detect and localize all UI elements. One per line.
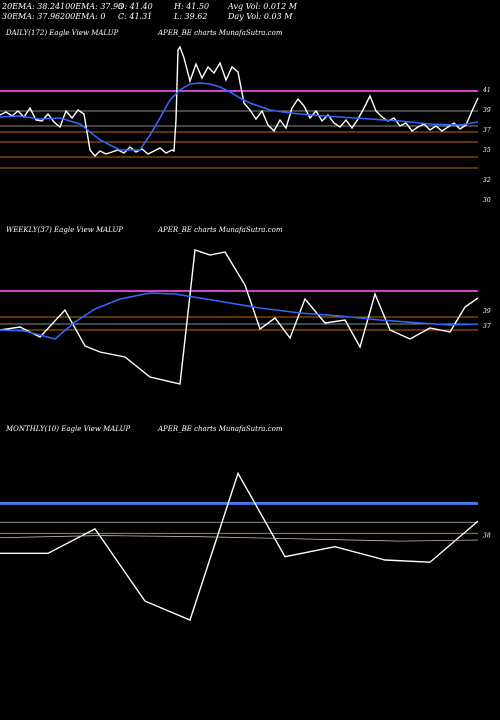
daily-series-price-0 — [0, 45, 479, 158]
daily-chart: 41 39 37 35 32 30 — [0, 45, 491, 204]
weekly-chart: 39 37 — [0, 249, 491, 385]
daily-label-right: APER_BE charts MunafaSutra.com — [158, 29, 283, 37]
weekly-tick-label-1: 37 — [483, 323, 491, 330]
weekly-series-ema-1 — [0, 292, 479, 340]
weekly-series-price-0 — [0, 249, 479, 385]
weekly-tick-label-0: 39 — [483, 308, 491, 315]
monthly-tick-label-0: 38 — [483, 533, 491, 540]
stat-low: L: 39.62 — [174, 12, 208, 21]
stat-ema200: 200EMA: 0 — [60, 12, 106, 21]
stat-ema20: 20EMA: 38.24 — [2, 2, 61, 11]
monthly-chart: 38 — [0, 471, 491, 621]
stat-ema100: 100EMA: 37.93 — [60, 2, 124, 11]
stat-avg-vol: Avg Vol: 0.012 M — [228, 2, 297, 11]
stats-header: 20EMA: 38.24 100EMA: 37.93 O: 41.40 H: 4… — [2, 2, 498, 32]
daily-series-ema-1 — [0, 82, 479, 151]
daily-tick-label-5: 30 — [483, 197, 491, 204]
monthly-series-hline-1 — [0, 535, 479, 542]
stat-close: C: 41.31 — [118, 12, 153, 21]
monthly-label-right: APER_BE charts MunafaSutra.com — [158, 425, 283, 433]
stat-high: H: 41.50 — [174, 2, 210, 11]
daily-tick-label-2: 37 — [483, 127, 491, 134]
daily-tick-label-1: 39 — [483, 107, 491, 114]
daily-tick-label-0: 41 — [482, 87, 491, 94]
daily-tick-label-4: 32 — [483, 177, 491, 184]
weekly-label-left: WEEKLY(37) Eagle View MALUP — [6, 226, 124, 234]
monthly-series-price-0 — [0, 471, 479, 621]
daily-tick-label-3: 35 — [483, 147, 491, 154]
daily-label-left: DAILY(172) Eagle View MALUP — [6, 29, 119, 37]
stat-open: O: 41.40 — [118, 2, 153, 11]
weekly-label-right: APER_BE charts MunafaSutra.com — [158, 226, 283, 234]
monthly-label-left: MONTHLY(10) Eagle View MALUP — [6, 425, 131, 433]
stat-day-vol: Day Vol: 0.03 M — [228, 12, 293, 21]
stat-ema30: 30EMA: 37.96 — [2, 12, 61, 21]
